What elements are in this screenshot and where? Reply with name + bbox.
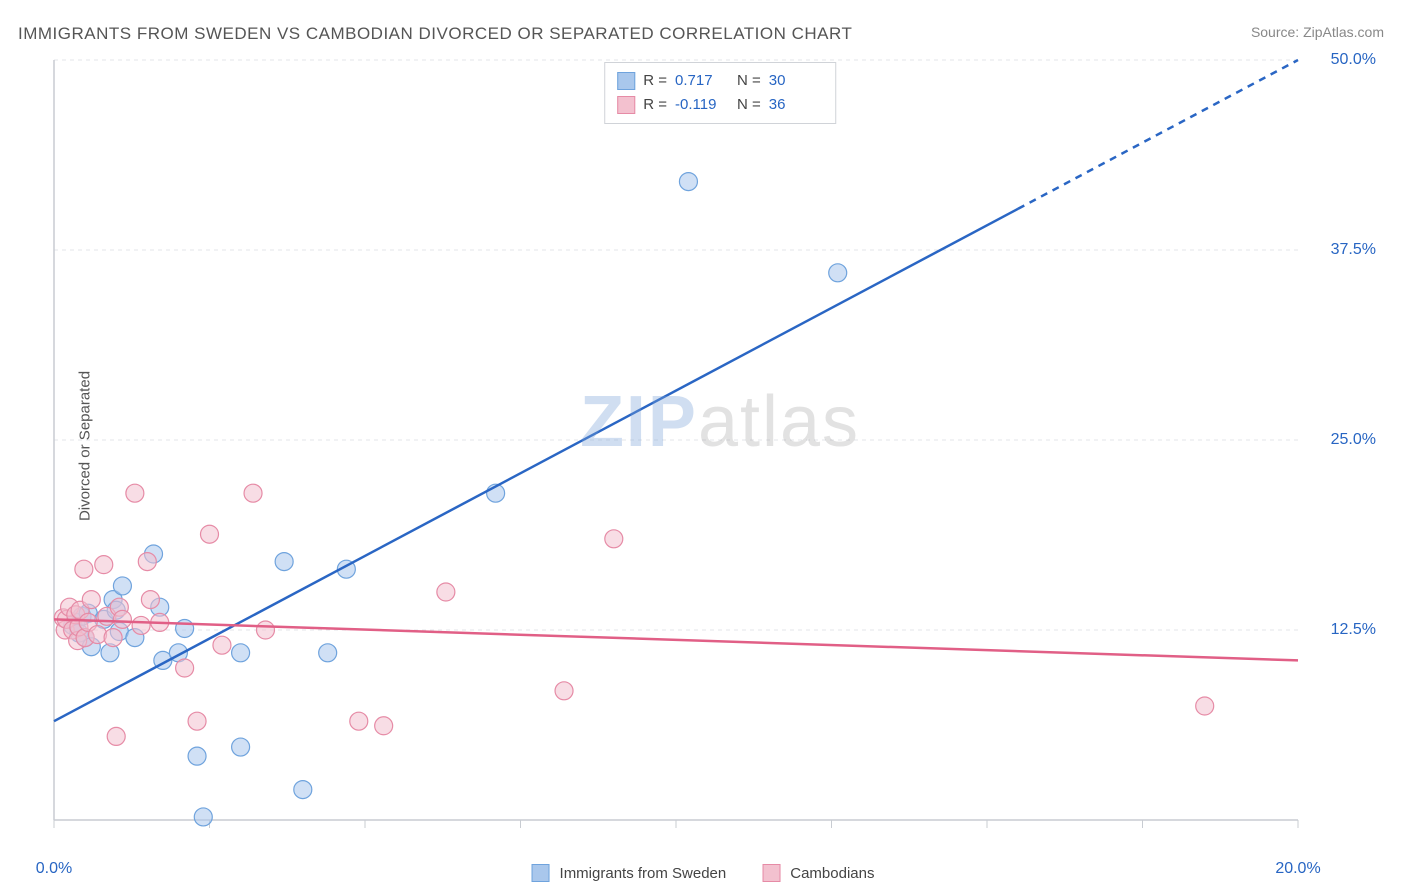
n-label: N = xyxy=(737,69,761,93)
legend-swatch-sweden xyxy=(617,72,635,90)
legend-stats: R = 0.717 N = 30 R = -0.119 N = 36 xyxy=(604,62,836,124)
y-tick-label: 12.5% xyxy=(1331,621,1376,639)
y-tick-label: 50.0% xyxy=(1331,51,1376,69)
legend-item-cambodian: Cambodians xyxy=(762,864,874,882)
legend-item-sweden: Immigrants from Sweden xyxy=(532,864,727,882)
r-label: R = xyxy=(643,93,667,117)
n-value-sweden: 30 xyxy=(769,69,823,93)
legend-stats-row-2: R = -0.119 N = 36 xyxy=(617,93,823,117)
legend-series: Immigrants from Sweden Cambodians xyxy=(532,864,875,882)
x-tick-label: 0.0% xyxy=(36,860,72,878)
r-value-sweden: 0.717 xyxy=(675,69,729,93)
plot-area: ZIPatlas R = 0.717 N = 30 R = -0.119 N =… xyxy=(52,58,1388,850)
x-tick-label: 20.0% xyxy=(1275,860,1320,878)
legend-swatch-sweden xyxy=(532,864,550,882)
legend-swatch-cambodian xyxy=(617,96,635,114)
chart-title: IMMIGRANTS FROM SWEDEN VS CAMBODIAN DIVO… xyxy=(18,24,852,44)
scatter-plot-svg xyxy=(52,58,1388,850)
r-value-cambodian: -0.119 xyxy=(675,93,729,117)
n-label: N = xyxy=(737,93,761,117)
source-prefix: Source: xyxy=(1251,24,1303,40)
r-label: R = xyxy=(643,69,667,93)
legend-label-cambodian: Cambodians xyxy=(790,865,874,882)
legend-swatch-cambodian xyxy=(762,864,780,882)
source-link[interactable]: ZipAtlas.com xyxy=(1303,24,1384,40)
legend-stats-row-1: R = 0.717 N = 30 xyxy=(617,69,823,93)
y-tick-label: 37.5% xyxy=(1331,241,1376,259)
n-value-cambodian: 36 xyxy=(769,93,823,117)
source-attribution: Source: ZipAtlas.com xyxy=(1251,24,1384,40)
y-tick-label: 25.0% xyxy=(1331,431,1376,449)
legend-label-sweden: Immigrants from Sweden xyxy=(560,865,727,882)
